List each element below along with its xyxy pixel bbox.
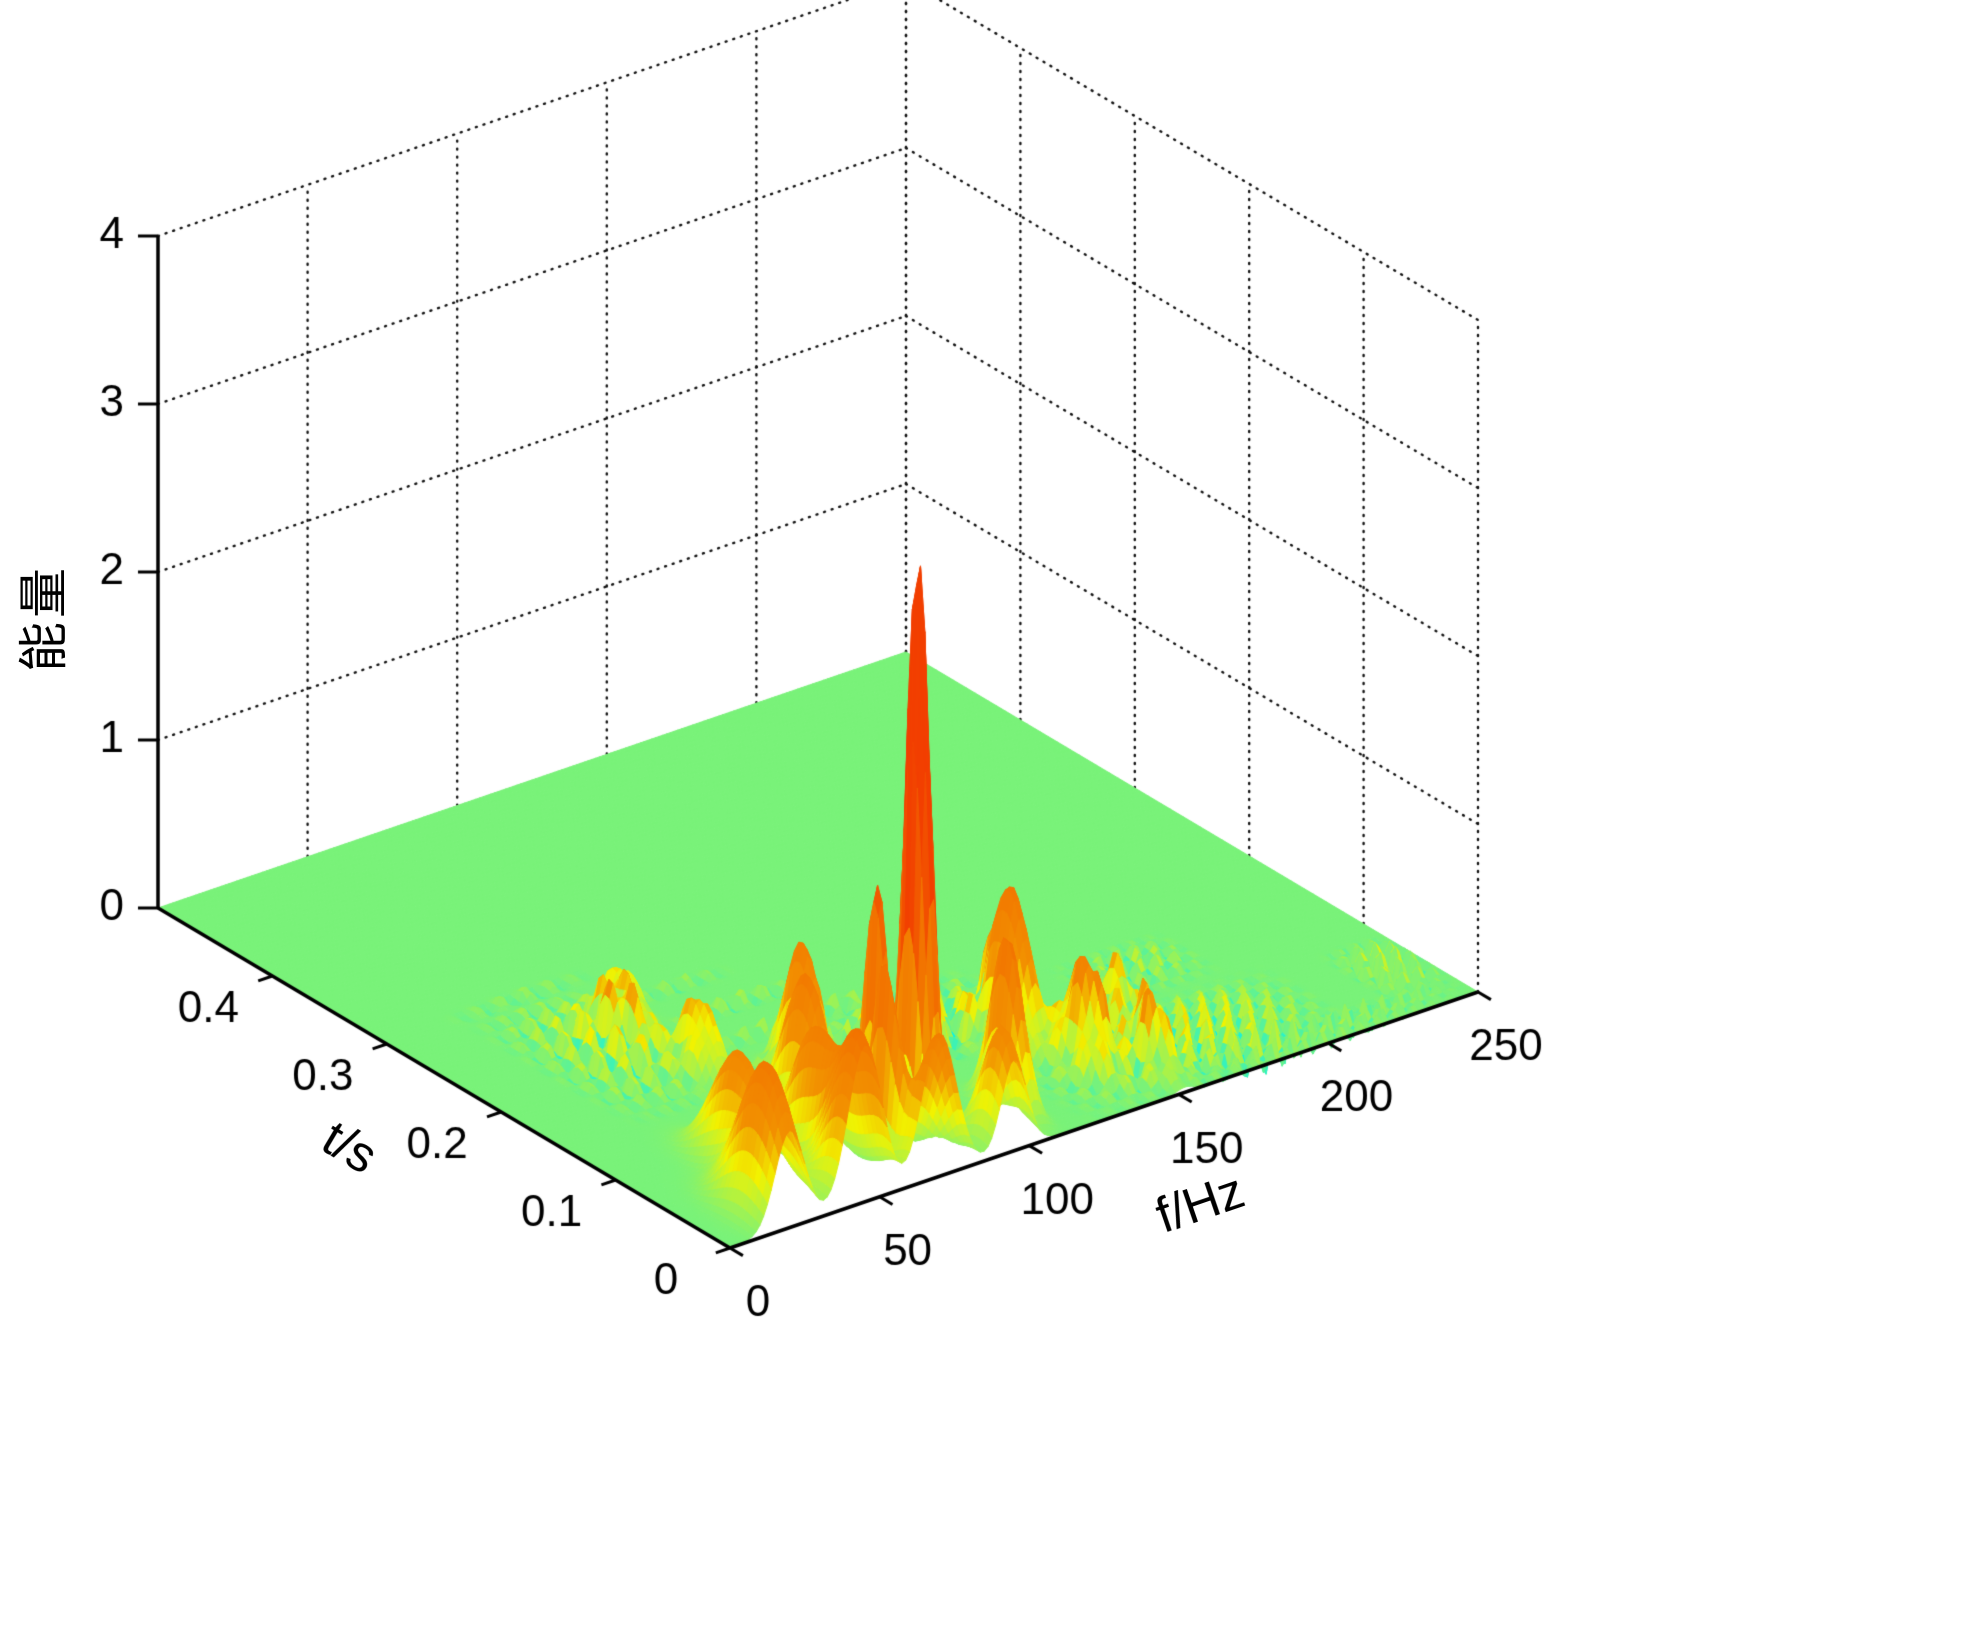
z-axis-label: 能量	[16, 564, 72, 672]
